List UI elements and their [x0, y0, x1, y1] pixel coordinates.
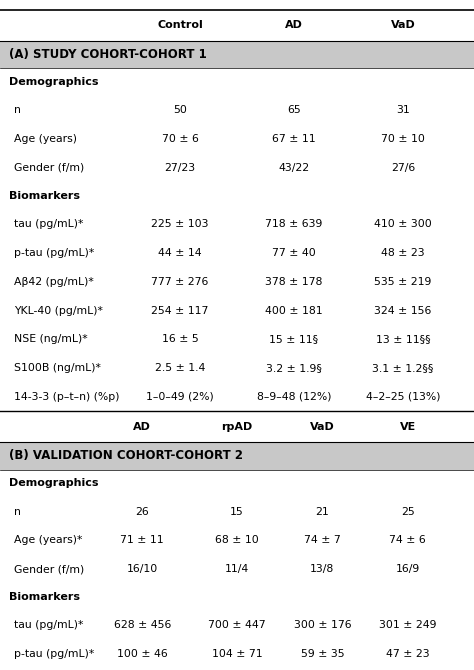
Text: YKL-40 (pg/mL)*: YKL-40 (pg/mL)* [14, 306, 103, 316]
Text: 14-3-3 (p–t–n) (%p): 14-3-3 (p–t–n) (%p) [14, 392, 120, 402]
Text: 48 ± 23: 48 ± 23 [381, 248, 425, 258]
Text: (B) VALIDATION COHORT-COHORT 2: (B) VALIDATION COHORT-COHORT 2 [9, 450, 244, 462]
Text: 50: 50 [173, 105, 187, 115]
Text: 21: 21 [315, 507, 329, 517]
Text: 71 ± 11: 71 ± 11 [120, 535, 164, 545]
Text: 104 ± 71: 104 ± 71 [212, 649, 262, 659]
Text: AD: AD [133, 422, 151, 431]
Text: 8–9–48 (12%): 8–9–48 (12%) [256, 392, 331, 402]
Text: 74 ± 6: 74 ± 6 [389, 535, 426, 545]
Text: 628 ± 456: 628 ± 456 [113, 620, 171, 630]
Text: 400 ± 181: 400 ± 181 [265, 306, 323, 316]
Text: Gender (f/m): Gender (f/m) [14, 163, 84, 173]
Text: 16/9: 16/9 [395, 564, 420, 574]
Text: 27/23: 27/23 [164, 163, 196, 173]
Text: 47 ± 23: 47 ± 23 [386, 649, 429, 659]
Text: S100B (ng/mL)*: S100B (ng/mL)* [14, 363, 101, 373]
Text: n: n [14, 507, 21, 517]
Text: Biomarkers: Biomarkers [9, 191, 81, 201]
Text: 59 ± 35: 59 ± 35 [301, 649, 344, 659]
Text: 378 ± 178: 378 ± 178 [265, 277, 323, 287]
Text: 26: 26 [135, 507, 149, 517]
Text: 65: 65 [287, 105, 301, 115]
Text: Gender (f/m): Gender (f/m) [14, 564, 84, 574]
Text: 16/10: 16/10 [127, 564, 158, 574]
Text: 225 ± 103: 225 ± 103 [151, 219, 209, 229]
Text: p-tau (pg/mL)*: p-tau (pg/mL)* [14, 649, 94, 659]
Text: 70 ± 10: 70 ± 10 [381, 134, 425, 144]
Text: 410 ± 300: 410 ± 300 [374, 219, 432, 229]
Text: Demographics: Demographics [9, 77, 99, 87]
Text: 15: 15 [230, 507, 244, 517]
Text: 67 ± 11: 67 ± 11 [272, 134, 316, 144]
Text: 13/8: 13/8 [310, 564, 335, 574]
Text: 700 ± 447: 700 ± 447 [208, 620, 266, 630]
Text: tau (pg/mL)*: tau (pg/mL)* [14, 620, 83, 630]
Text: Aβ42 (pg/mL)*: Aβ42 (pg/mL)* [14, 277, 94, 287]
Text: 254 ± 117: 254 ± 117 [151, 306, 209, 316]
Text: p-tau (pg/mL)*: p-tau (pg/mL)* [14, 248, 94, 258]
Text: 4–2–25 (13%): 4–2–25 (13%) [365, 392, 440, 402]
Text: 535 ± 219: 535 ± 219 [374, 277, 432, 287]
Text: Age (years): Age (years) [14, 134, 77, 144]
Text: 777 ± 276: 777 ± 276 [151, 277, 209, 287]
Text: 301 ± 249: 301 ± 249 [379, 620, 437, 630]
Text: 77 ± 40: 77 ± 40 [272, 248, 316, 258]
Text: VaD: VaD [391, 21, 415, 30]
Text: n: n [14, 105, 21, 115]
Bar [0, 442, 474, 470]
Text: 74 ± 7: 74 ± 7 [304, 535, 341, 545]
Text: Demographics: Demographics [9, 478, 99, 488]
Text: 44 ± 14: 44 ± 14 [158, 248, 202, 258]
Text: (A) STUDY COHORT-COHORT 1: (A) STUDY COHORT-COHORT 1 [9, 48, 207, 61]
Text: Age (years)*: Age (years)* [14, 535, 82, 545]
Text: AD: AD [285, 21, 303, 30]
Text: rpAD: rpAD [221, 422, 253, 431]
Text: 16 ± 5: 16 ± 5 [162, 334, 199, 344]
Text: 13 ± 11§§: 13 ± 11§§ [375, 334, 430, 344]
Text: tau (pg/mL)*: tau (pg/mL)* [14, 219, 83, 229]
Text: VaD: VaD [310, 422, 335, 431]
Text: VE: VE [400, 422, 416, 431]
Text: 3.2 ± 1.9§: 3.2 ± 1.9§ [266, 363, 322, 373]
Text: 43/22: 43/22 [278, 163, 310, 173]
Text: Biomarkers: Biomarkers [9, 592, 81, 602]
Text: 11/4: 11/4 [225, 564, 249, 574]
Text: 15 ± 11§: 15 ± 11§ [269, 334, 319, 344]
Text: 100 ± 46: 100 ± 46 [117, 649, 168, 659]
Text: 3.1 ± 1.2§§: 3.1 ± 1.2§§ [372, 363, 434, 373]
Bar [0, 41, 474, 68]
Text: 718 ± 639: 718 ± 639 [265, 219, 323, 229]
Text: 25: 25 [401, 507, 415, 517]
Text: Control: Control [157, 21, 203, 30]
Text: 300 ± 176: 300 ± 176 [293, 620, 351, 630]
Text: 70 ± 6: 70 ± 6 [162, 134, 199, 144]
Text: NSE (ng/mL)*: NSE (ng/mL)* [14, 334, 88, 344]
Text: 1–0–49 (2%): 1–0–49 (2%) [146, 392, 214, 402]
Text: 27/6: 27/6 [391, 163, 415, 173]
Text: 324 ± 156: 324 ± 156 [374, 306, 432, 316]
Text: 2.5 ± 1.4: 2.5 ± 1.4 [155, 363, 205, 373]
Text: 31: 31 [396, 105, 410, 115]
Text: 68 ± 10: 68 ± 10 [215, 535, 259, 545]
